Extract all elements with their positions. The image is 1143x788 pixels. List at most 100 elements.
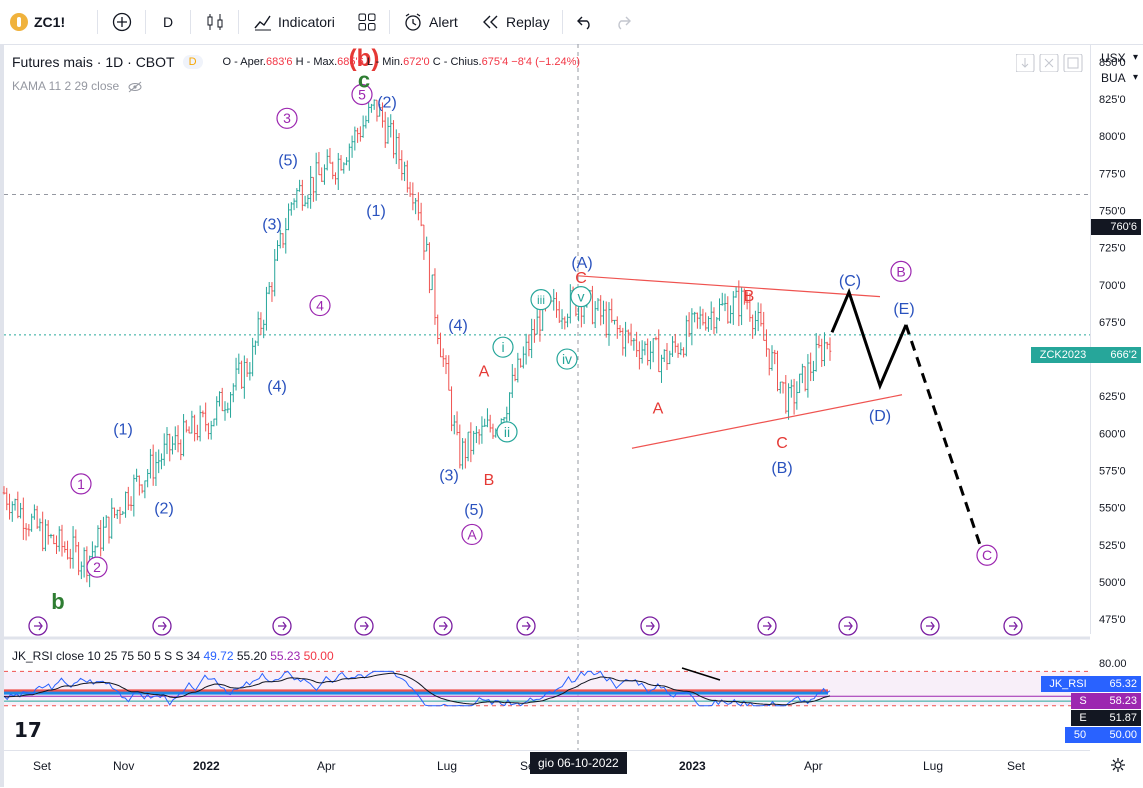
grid-icon — [358, 13, 376, 31]
wave-label-circle — [461, 523, 483, 546]
contract-tag: ZCK2023 — [1031, 347, 1095, 363]
wave-label-circle — [351, 83, 373, 106]
high-label: H - Max. — [295, 56, 338, 68]
indicators-icon — [254, 15, 271, 31]
arrow-right-icon — [522, 621, 531, 631]
wave-label-circle — [309, 294, 331, 317]
wave-label-circle — [890, 260, 912, 282]
price-tick: 700'0 — [1099, 280, 1126, 292]
ema-series-label: E — [1071, 710, 1095, 726]
wave-label: ii — [504, 424, 510, 440]
arrow-right-icon — [646, 621, 655, 631]
arrow-right-icon — [278, 621, 287, 631]
wave-label: (C) — [839, 273, 861, 290]
wave-label: v — [578, 289, 585, 305]
redo-button[interactable] — [614, 0, 632, 44]
rsi-value-3: 55.23 — [270, 649, 301, 663]
wave-label: 3 — [283, 110, 291, 126]
symbol-label: ZC1! — [34, 14, 66, 30]
price-tick: 825'0 — [1099, 94, 1126, 106]
rsi-line — [3, 670, 831, 707]
time-label: Lug — [437, 759, 458, 773]
rsi-name: JK_RSI close 10 25 75 50 5 S S 34 — [12, 649, 201, 663]
divider — [389, 10, 390, 34]
wave-label: (1) — [113, 422, 133, 439]
indicators-label: Indicatori — [278, 14, 335, 30]
chart-type-button[interactable] — [205, 0, 225, 44]
delay-badge[interactable]: D — [182, 55, 203, 69]
alert-button[interactable]: Alert — [403, 0, 458, 44]
time-axis[interactable] — [4, 750, 1090, 788]
alarm-clock-icon — [405, 13, 421, 31]
undo-button[interactable] — [576, 0, 594, 44]
wave-label: B — [484, 472, 495, 489]
projection-line — [830, 287, 908, 391]
interval-button[interactable]: D — [163, 0, 173, 44]
hide-eye-icon[interactable] — [127, 81, 143, 93]
arrow-right-icon — [158, 621, 167, 631]
wave-label: (5) — [464, 502, 484, 519]
low-label: L - Min. — [366, 56, 404, 68]
wave-label: (5) — [278, 153, 298, 170]
triangle-lower-trendline — [631, 394, 903, 449]
indicator-legend[interactable]: KAMA 11 2 29 close — [12, 79, 143, 93]
wave-label: 2 — [93, 559, 101, 575]
rsi-legend[interactable]: JK_RSI close 10 25 75 50 5 S S 34 49.72 … — [12, 649, 334, 663]
wave-label: (2) — [154, 500, 174, 517]
wave-label: (3) — [262, 216, 282, 233]
projection-dashed — [904, 324, 982, 546]
arrow-right-icon — [34, 621, 43, 631]
price-tick: 850'0 — [1099, 57, 1126, 69]
ema-tag-value: 51.87 — [1091, 710, 1141, 726]
wave-label: B — [896, 263, 905, 279]
undo-icon — [577, 16, 590, 30]
wave-label: (B) — [771, 460, 792, 477]
wave-label: (E) — [893, 301, 914, 318]
arrow-right-icon — [844, 621, 853, 631]
add-symbol-button[interactable] — [112, 0, 132, 44]
crosshair-price-tag: 760'6 — [1091, 219, 1141, 235]
tradingview-logo[interactable]: 17 — [14, 718, 42, 742]
rsi-value-1: 49.72 — [203, 649, 234, 663]
open-value: 683'6 — [265, 56, 293, 68]
wave-label-circle — [530, 289, 552, 311]
wave-label: 5 — [358, 86, 366, 102]
wave-label: C — [982, 547, 992, 563]
rsi-series-label: JK_RSI — [1041, 676, 1095, 692]
replay-button[interactable]: Replay — [482, 0, 550, 44]
wave-label: 4 — [316, 297, 324, 313]
wave-label: 1 — [77, 476, 85, 492]
rsi-ema-line — [3, 672, 831, 706]
wave-label: (4) — [448, 317, 468, 334]
price-axis[interactable]: USX BUA ▾ ▾ — [1090, 44, 1143, 634]
wave-label: (4) — [267, 378, 287, 395]
wave-label-circle — [70, 473, 92, 495]
price-tick: 750'0 — [1099, 205, 1126, 217]
mid-tag-value: 50.00 — [1091, 727, 1141, 743]
open-label: O - Aper. — [222, 56, 266, 68]
corn-icon — [10, 13, 28, 31]
unit-menu[interactable]: BUA — [1101, 71, 1126, 85]
time-label: Apr — [317, 759, 336, 773]
wave-label: A — [467, 526, 477, 542]
top-toolbar: ZC1! D Indicatori Alert Replay — [0, 0, 1143, 45]
layouts-button[interactable] — [358, 0, 376, 44]
time-label: Lug — [923, 759, 944, 773]
close-value: 675'4 — [481, 56, 509, 68]
time-label: Set — [33, 759, 52, 773]
price-tick: 500'0 — [1099, 577, 1126, 589]
redo-icon — [618, 16, 631, 30]
indicators-button[interactable]: Indicatori — [253, 0, 335, 44]
kama-label: KAMA 11 2 29 close — [12, 79, 120, 93]
plus-circle-icon — [112, 12, 132, 32]
wave-label: A — [653, 401, 664, 418]
price-tick: 525'0 — [1099, 540, 1126, 552]
wave-label-circle — [976, 544, 998, 566]
price-tick: 675'0 — [1099, 317, 1126, 329]
triangle-upper-trendline — [577, 275, 881, 298]
chart-title: Futures mais · 1D · CBOT — [12, 54, 175, 70]
currency-label[interactable]: USX — [1101, 51, 1126, 65]
settings-gear-icon[interactable] — [1110, 757, 1126, 778]
symbol-button[interactable]: ZC1! — [10, 0, 65, 44]
